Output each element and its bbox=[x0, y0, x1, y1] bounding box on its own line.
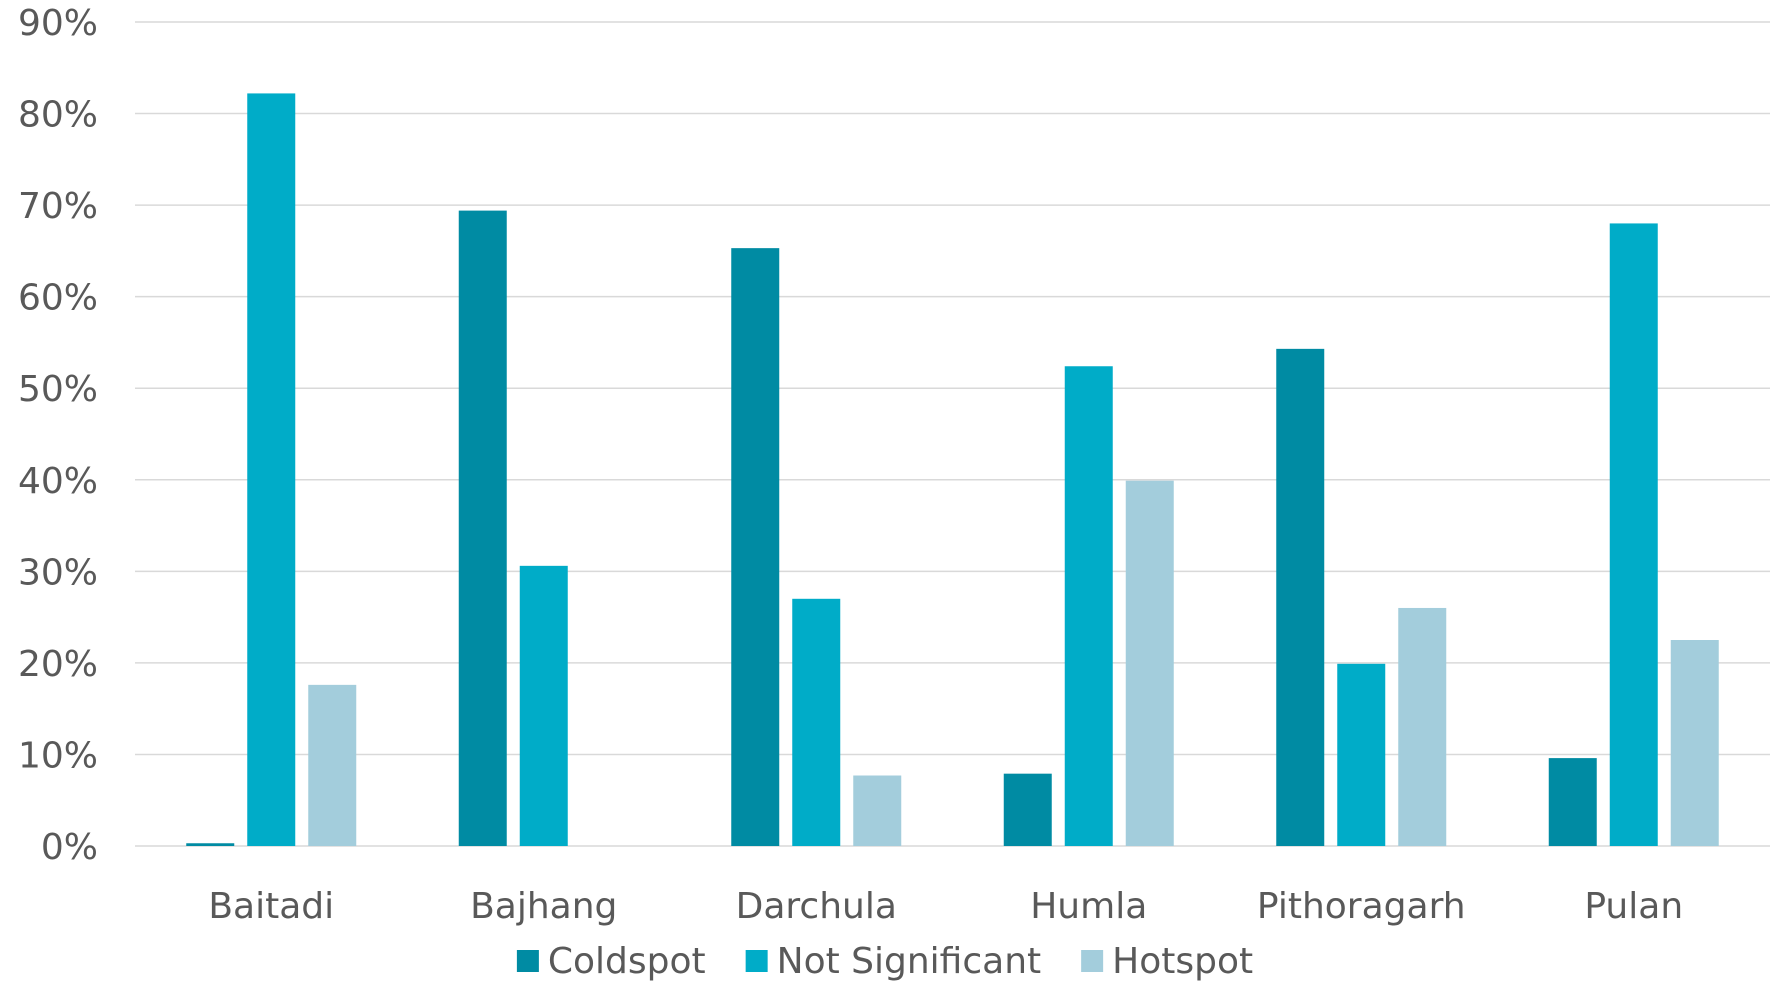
legend-item-not-significant: Not Significant bbox=[745, 941, 1042, 982]
x-tick-label: Humla bbox=[1030, 886, 1147, 927]
bar-pulan-not-significant bbox=[1609, 223, 1658, 846]
y-tick-label: 80% bbox=[18, 95, 98, 136]
y-tick-label: 30% bbox=[18, 552, 98, 593]
bar-bajhang-coldspot bbox=[458, 210, 507, 847]
bar-baitadi-hotspot bbox=[308, 684, 357, 846]
x-tick-label: Darchula bbox=[736, 886, 897, 927]
y-tick-label: 10% bbox=[18, 735, 98, 776]
legend-item-coldspot: Coldspot bbox=[516, 941, 706, 982]
bar-humla-not-significant bbox=[1064, 366, 1113, 846]
x-tick-label: Baitadi bbox=[208, 886, 334, 927]
y-tick-label: 70% bbox=[18, 186, 98, 227]
y-tick-label: 50% bbox=[18, 369, 98, 410]
y-tick-label: 0% bbox=[41, 827, 98, 868]
legend-label: Hotspot bbox=[1112, 941, 1253, 982]
y-axis-tick-labels: 0% 10% 20% 30% 40% 50% 60% 70% 80% 90% bbox=[18, 3, 98, 868]
bar-pithoragarh-hotspot bbox=[1398, 607, 1447, 846]
y-tick-label: 90% bbox=[18, 3, 98, 44]
bar-pulan-hotspot bbox=[1670, 640, 1719, 846]
legend-swatch bbox=[1081, 950, 1104, 972]
y-tick-label: 20% bbox=[18, 644, 98, 685]
legend-swatch bbox=[516, 950, 539, 972]
legend-swatch bbox=[745, 950, 768, 972]
bar-bajhang-not-significant bbox=[519, 565, 568, 846]
x-tick-label: Bajhang bbox=[470, 886, 617, 927]
bar-darchula-not-significant bbox=[792, 598, 841, 846]
bar-darchula-coldspot bbox=[731, 248, 780, 847]
bar-baitadi-not-significant bbox=[247, 93, 296, 846]
y-tick-label: 40% bbox=[18, 461, 98, 502]
bars bbox=[186, 93, 1719, 847]
gridlines bbox=[135, 21, 1770, 847]
bar-darchula-hotspot bbox=[853, 775, 902, 846]
legend-item-hotspot: Hotspot bbox=[1081, 941, 1253, 982]
legend-label: Not Significant bbox=[777, 941, 1042, 982]
x-tick-label: Pithoragarh bbox=[1257, 886, 1466, 927]
bar-pithoragarh-not-significant bbox=[1337, 663, 1386, 846]
y-tick-label: 60% bbox=[18, 278, 98, 319]
x-axis-tick-labels: Baitadi Bajhang Darchula Humla Pithoragarh Pu… bbox=[208, 886, 1683, 927]
legend: Coldspot Not Significant Hotspot bbox=[516, 941, 1253, 982]
bar-pithoragarh-coldspot bbox=[1276, 348, 1325, 846]
bar-baitadi-coldspot bbox=[186, 843, 235, 846]
legend-label: Coldspot bbox=[548, 941, 706, 982]
bar-pulan-coldspot bbox=[1548, 758, 1597, 846]
bar-humla-coldspot bbox=[1003, 773, 1052, 846]
x-tick-label: Pulan bbox=[1584, 886, 1683, 927]
bar-humla-hotspot bbox=[1125, 480, 1174, 846]
